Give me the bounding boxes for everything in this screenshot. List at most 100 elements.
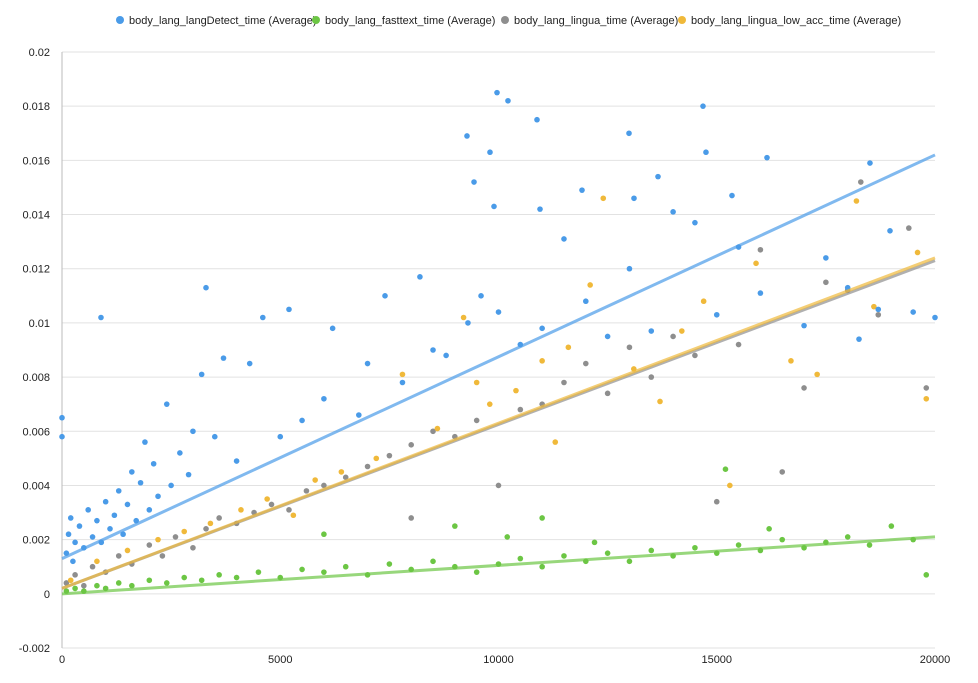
- data-point: [657, 398, 663, 405]
- data-point: [866, 542, 873, 548]
- data-point: [871, 303, 877, 310]
- data-point: [670, 333, 676, 340]
- data-point: [604, 333, 611, 340]
- data-point: [655, 173, 661, 180]
- data-point: [565, 344, 572, 351]
- data-point: [473, 379, 480, 386]
- data-point: [561, 236, 567, 242]
- y-tick-label: 0.02: [29, 47, 50, 59]
- data-point: [670, 209, 676, 215]
- trendlines: [61, 153, 936, 596]
- data-point: [539, 563, 545, 570]
- data-point: [382, 293, 388, 299]
- data-point: [486, 401, 493, 407]
- data-point: [517, 555, 524, 562]
- data-point: [408, 515, 415, 521]
- data-point: [766, 526, 772, 532]
- data-point: [517, 406, 524, 413]
- data-point: [823, 279, 829, 286]
- data-point: [552, 439, 559, 445]
- data-point: [386, 452, 393, 459]
- data-point: [626, 558, 633, 565]
- data-point: [722, 466, 729, 473]
- data-point: [286, 507, 292, 513]
- data-point: [268, 501, 275, 508]
- data-point: [155, 536, 161, 543]
- legend: body_lang_langDetect_time (Average) body_…: [116, 15, 901, 27]
- data-point: [163, 401, 170, 407]
- y-tick-label: 0.008: [22, 372, 50, 384]
- data-point: [923, 395, 930, 402]
- data-point: [757, 290, 764, 296]
- data-point: [290, 512, 297, 519]
- data-point: [464, 133, 470, 139]
- gridlines: [61, 51, 935, 649]
- data-point: [801, 385, 807, 391]
- data-point: [471, 179, 477, 185]
- data-point: [626, 265, 633, 272]
- data-point: [853, 198, 860, 204]
- data-point: [94, 517, 100, 524]
- data-point: [203, 284, 209, 291]
- data-point: [207, 520, 214, 527]
- data-point: [679, 328, 685, 334]
- data-point: [430, 558, 436, 565]
- data-point: [163, 580, 170, 586]
- data-point: [875, 311, 882, 318]
- y-tick-label: 0.006: [22, 426, 50, 438]
- y-tick-label: -0.002: [19, 643, 50, 655]
- data-point: [89, 563, 96, 570]
- legend-marker: [501, 16, 509, 24]
- data-point: [59, 433, 65, 440]
- data-point: [583, 360, 589, 367]
- data-point: [735, 341, 742, 348]
- data-point: [124, 501, 131, 508]
- data-point: [729, 192, 735, 199]
- y-tick-label: 0.018: [22, 101, 50, 113]
- data-point: [579, 187, 585, 193]
- x-tick-label: 15000: [701, 654, 732, 666]
- data-point: [181, 574, 188, 581]
- data-point: [255, 569, 262, 575]
- data-point: [764, 154, 770, 161]
- data-point: [417, 274, 423, 280]
- data-point: [495, 482, 502, 489]
- data-point: [181, 528, 188, 535]
- data-point: [692, 352, 698, 359]
- data-point: [177, 450, 183, 456]
- data-point: [364, 463, 371, 470]
- y-axis-ticks: -0.002 0 0.002 0.004 0.006 0.008 0.01 0.012 0.01…: [19, 47, 50, 655]
- data-point: [63, 580, 70, 586]
- data-point: [914, 249, 921, 256]
- data-point: [887, 228, 893, 234]
- data-point: [910, 309, 916, 315]
- data-point: [115, 553, 122, 559]
- data-point: [115, 488, 122, 494]
- data-point: [146, 577, 153, 584]
- data-point: [142, 439, 148, 445]
- data-point: [494, 89, 500, 96]
- data-point: [692, 219, 698, 226]
- data-point: [923, 385, 930, 391]
- y-tick-label: 0.012: [22, 264, 50, 276]
- data-point: [85, 507, 91, 513]
- data-point: [487, 149, 493, 156]
- data-point: [65, 531, 72, 538]
- data-point: [137, 479, 144, 486]
- data-point: [168, 482, 174, 489]
- data-point: [587, 282, 593, 288]
- legend-marker: [312, 16, 320, 24]
- data-point: [277, 433, 284, 440]
- data-point: [321, 482, 327, 489]
- data-point: [923, 572, 930, 578]
- data-point: [604, 390, 611, 397]
- x-axis-ticks: 0 5000 10000 15000 20000: [59, 654, 950, 666]
- data-point: [120, 531, 126, 538]
- x-tick-label: 0: [59, 654, 65, 666]
- data-point: [107, 526, 113, 532]
- legend-label: body_lang_lingua_low_acc_time (Average): [691, 15, 901, 27]
- y-tick-label: 0.004: [22, 480, 50, 492]
- data-point: [631, 195, 637, 202]
- data-point: [823, 255, 829, 261]
